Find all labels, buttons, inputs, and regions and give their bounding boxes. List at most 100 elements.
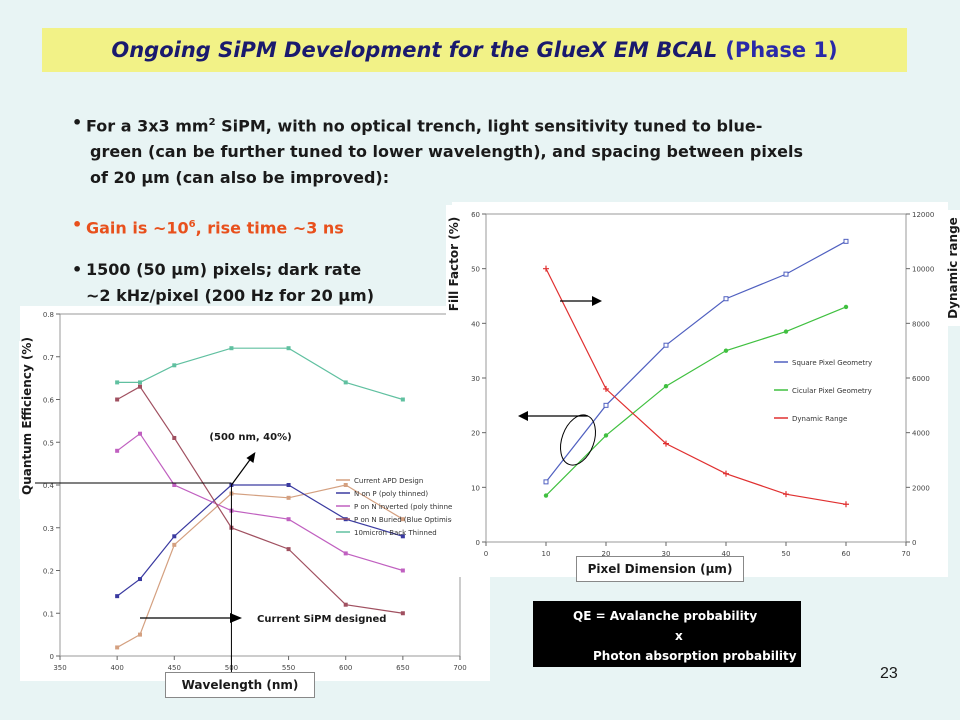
ff-data-point [603, 402, 609, 408]
bullet-text: For a 3x3 mm [86, 116, 209, 136]
current-design-label: Current SiPM designed [257, 614, 386, 625]
ff-y-tick-label: 60 [471, 211, 480, 219]
qe-x-tick-label: 600 [339, 664, 352, 672]
qe-x-axis-label: Wavelength (nm) [165, 672, 315, 698]
ff-y-tick-label: 30 [471, 375, 480, 383]
slide-title-phase: (Phase 1) [725, 38, 838, 62]
bullet-gain: • Gain is ~106, rise time ~3 ns [72, 212, 344, 241]
ff-y2-tick-label: 4000 [912, 430, 930, 438]
bullet-text: of 20 μm (can also be improved): [90, 168, 390, 188]
bullet-text: ~2 kHz/pixel (200 Hz for 20 μm) [86, 286, 375, 305]
ff-data-point [783, 271, 789, 277]
crossover-ellipse [560, 414, 596, 466]
qe-data-point [286, 517, 291, 522]
ff-y2-tick-label: 8000 [912, 320, 930, 328]
qe-data-point [138, 577, 142, 582]
ff-data-point [543, 479, 549, 485]
qe-legend-label: P on N Buried (Blue Optimise [354, 516, 456, 524]
qe-data-point [115, 380, 120, 385]
qe-x-tick-label: 700 [453, 664, 466, 672]
bullet-text: , rise time ~3 ns [195, 218, 344, 238]
qe-data-point [286, 483, 291, 487]
ff-y2-tick-label: 2000 [912, 484, 930, 492]
qe-data-point [343, 380, 348, 385]
qe-y-tick-label: 0.1 [43, 610, 54, 618]
page-number: 23 [880, 665, 898, 682]
qe-data-point [400, 397, 405, 402]
ff-y2-tick-label: 12000 [912, 211, 934, 219]
ff-x-tick-label: 70 [902, 550, 911, 558]
bullet-superscript: 2 [208, 117, 216, 128]
ff-y2-tick-label: 10000 [912, 266, 934, 274]
bullet-text: SiPM, with no optical trench, light sens… [215, 116, 763, 136]
qe-y-tick-label: 0.7 [43, 354, 54, 362]
slide-title: Ongoing SiPM Development for the GlueX E… [111, 38, 718, 62]
bullet-marker: • [72, 260, 83, 279]
qe-data-point [115, 645, 120, 650]
ff-y2-tick-label: 0 [912, 539, 916, 547]
bullet-marker: • [72, 113, 83, 132]
ff-y-tick-label: 0 [476, 539, 480, 547]
bullet-superscript: 6 [188, 219, 196, 230]
qe-data-point [138, 632, 142, 637]
ff-data-point [663, 384, 669, 389]
ff-x-tick-label: 0 [484, 550, 488, 558]
ff-data-point [543, 265, 549, 272]
qe-legend-label: P on N inverted (poly thinned) [354, 503, 460, 511]
ff-y-tick-label: 50 [471, 266, 480, 274]
ff-data-point [663, 342, 669, 348]
fill-factor-x-axis-label: Pixel Dimension (μm) [576, 556, 744, 582]
current-design-arrowhead [230, 613, 242, 623]
qe-formula-line3: Photon absorption probability [593, 649, 797, 663]
ff-x-tick-label: 30 [662, 550, 671, 558]
ff-y2-tick-label: 6000 [912, 375, 930, 383]
qe-data-point [138, 431, 142, 436]
qe-x-tick-label: 650 [396, 664, 409, 672]
ff-series-line [545, 240, 847, 483]
ff-data-point [783, 491, 789, 498]
slide-title-bar: Ongoing SiPM Development for the GlueX E… [42, 28, 907, 72]
qe-formula-line1: QE = Avalanche probability [573, 609, 758, 623]
qe-data-point [115, 594, 120, 599]
ff-series-line [545, 268, 847, 505]
ff-data-point [723, 348, 729, 353]
qe-data-point [286, 495, 291, 500]
qe-legend-label: 10micron Back Thinned [354, 529, 437, 537]
ff-x-tick-label: 10 [542, 550, 551, 558]
ff-legend-label: Square Pixel Geometry [792, 359, 872, 367]
qe-data-point [400, 568, 405, 573]
qe-x-tick-label: 400 [110, 664, 123, 672]
qe-y-axis-label: Quantum Efficiency (%) [19, 337, 35, 499]
qe-data-point [172, 542, 177, 547]
bullet-pixels: • 1500 (50 μm) pixels; dark rate ~2 kHz/… [72, 257, 374, 309]
bullet-text: Gain is ~10 [86, 218, 189, 238]
qe-data-point [172, 483, 177, 487]
qe-y-tick-label: 0.4 [43, 482, 55, 490]
qe-formula-line2: x [675, 629, 683, 643]
fill-factor-arrowhead [592, 296, 602, 306]
ff-legend-label: Dynamic Range [792, 415, 847, 423]
ff-data-point [783, 329, 789, 334]
ff-x-tick-label: 40 [722, 550, 731, 558]
qe-y-tick-label: 0.2 [43, 568, 54, 576]
dynamic-range-arrowhead [518, 411, 528, 421]
qe-y-tick-label: 0.3 [43, 525, 54, 533]
qe-data-point [138, 384, 142, 389]
qe-formula-box: QE = Avalanche probability x Photon abso… [533, 601, 801, 667]
ff-x-tick-label: 20 [602, 550, 611, 558]
ff-data-point [723, 470, 729, 477]
qe-data-point [115, 448, 120, 453]
qe-data-point [115, 397, 120, 402]
qe-data-point [172, 363, 177, 368]
bullet-text: 1500 (50 μm) pixels; dark rate [86, 260, 362, 279]
qe-data-point [138, 380, 142, 385]
bullet-marker: • [72, 215, 83, 234]
qe-legend-label: Current APD Design [354, 477, 423, 485]
ff-y-tick-label: 20 [471, 430, 480, 438]
qe-data-point [343, 483, 348, 487]
qe-data-point [229, 346, 234, 351]
qe-point-label: (500 nm, 40%) [209, 432, 291, 443]
qe-y-tick-label: 0 [50, 653, 54, 661]
ff-data-point [663, 440, 669, 447]
qe-legend-label: N on P (poly thinned) [354, 490, 428, 498]
